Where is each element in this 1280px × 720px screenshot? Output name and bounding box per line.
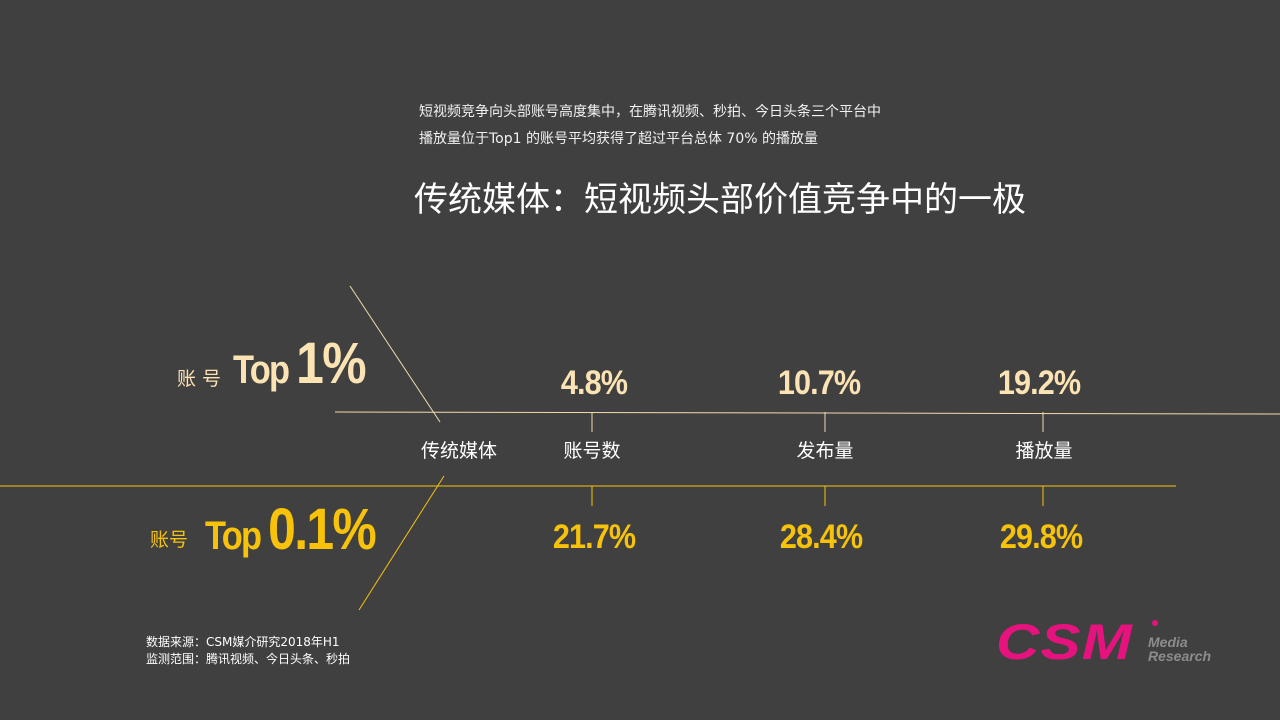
tier-top01-prefix: Top [205,514,269,558]
center-label: 传统媒体 [421,440,498,462]
logo-media-text: Media [1148,634,1188,650]
tier-top01-heading: Top 0.1% [205,496,377,563]
upper-axis [334,411,1280,415]
tier-top1-label: 账 号 [177,368,222,390]
logo-research-text: Research [1148,648,1212,664]
csm-logo: CSM [996,614,1133,670]
metric-plays: 播放量 [1015,440,1073,462]
top1-value-plays: 19.2% [997,364,1081,402]
tier-top1-heading: Top 1% [233,330,367,397]
source-line-1: 数据来源：CSM媒介研究2018年H1 [146,635,340,649]
metric-accounts: 账号数 [563,440,621,462]
slide-title: 传统媒体：短视频头部价值竞争中的一极 [414,180,1026,220]
logo-registered-mark [1152,620,1158,626]
top1-value-accounts: 4.8% [560,364,628,402]
top01-value-accounts: 21.7% [552,518,636,556]
metric-posts: 发布量 [796,440,854,462]
intro-line-1: 短视频竞争向头部账号高度集中，在腾讯视频、秒拍、今日头条三个平台中 [419,104,881,120]
tier-top01-value: 0.1% [268,497,377,562]
diagonal-lower [358,475,445,611]
top01-value-plays: 29.8% [999,518,1083,556]
source-line-2: 监测范围：腾讯视频、今日头条、秒拍 [146,652,351,666]
intro-line-2: 播放量位于Top1 的账号平均获得了超过平台总体 70% 的播放量 [419,131,818,147]
diagonal-upper [349,285,441,423]
top1-value-posts: 10.7% [777,364,861,402]
tier-top01-label: 账号 [150,529,189,551]
tier-top1-value: 1% [296,331,366,396]
top01-value-posts: 28.4% [779,518,863,556]
tier-top1-prefix: Top [233,348,297,392]
